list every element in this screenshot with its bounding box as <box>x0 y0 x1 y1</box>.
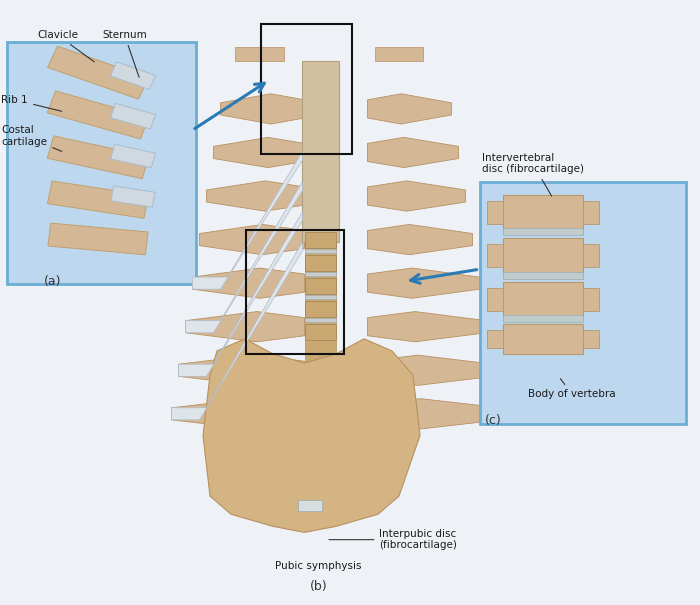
Polygon shape <box>111 62 155 90</box>
Polygon shape <box>368 224 472 255</box>
Polygon shape <box>193 268 304 298</box>
Bar <box>503 324 583 354</box>
Polygon shape <box>368 399 500 429</box>
Bar <box>503 228 583 235</box>
Bar <box>304 295 336 299</box>
Polygon shape <box>368 137 458 168</box>
Bar <box>298 500 322 511</box>
Text: Pubic symphysis: Pubic symphysis <box>275 561 362 571</box>
Polygon shape <box>111 103 155 129</box>
Polygon shape <box>220 94 304 124</box>
Bar <box>503 195 583 230</box>
Bar <box>304 249 336 253</box>
Bar <box>7 42 196 284</box>
Text: (b): (b) <box>309 580 328 594</box>
Polygon shape <box>368 94 452 124</box>
Polygon shape <box>172 242 302 420</box>
Text: Body of vertebra: Body of vertebra <box>528 379 616 399</box>
Text: Interpubic disc
(fibrocartilage): Interpubic disc (fibrocartilage) <box>329 529 457 551</box>
Bar <box>487 330 503 348</box>
Bar <box>583 201 598 224</box>
Bar <box>261 24 352 154</box>
Text: (a): (a) <box>43 275 62 288</box>
Bar <box>304 272 336 276</box>
Bar <box>304 324 336 340</box>
Bar <box>304 278 336 294</box>
Polygon shape <box>48 91 148 139</box>
Text: Rib 1: Rib 1 <box>1 95 62 111</box>
Polygon shape <box>199 224 304 255</box>
Polygon shape <box>193 151 302 289</box>
Bar <box>304 318 336 322</box>
Bar <box>374 47 423 60</box>
Bar <box>583 288 598 311</box>
Bar <box>487 288 503 311</box>
Bar <box>487 244 503 267</box>
Bar <box>304 255 336 271</box>
Polygon shape <box>368 355 493 385</box>
Polygon shape <box>172 399 304 429</box>
Polygon shape <box>368 181 466 211</box>
Bar <box>304 232 336 248</box>
Polygon shape <box>48 181 148 218</box>
Text: Intervertebral
disc (fibrocartilage): Intervertebral disc (fibrocartilage) <box>482 152 584 196</box>
Bar <box>234 47 284 60</box>
Bar <box>583 244 598 267</box>
Polygon shape <box>111 145 155 168</box>
Polygon shape <box>48 46 148 99</box>
Polygon shape <box>111 186 155 208</box>
Polygon shape <box>206 181 304 211</box>
Bar <box>503 272 583 279</box>
Bar <box>503 238 583 273</box>
Polygon shape <box>47 136 149 178</box>
Polygon shape <box>368 312 486 342</box>
Text: (c): (c) <box>485 414 502 427</box>
Polygon shape <box>178 355 304 385</box>
Polygon shape <box>178 212 302 376</box>
Polygon shape <box>186 182 302 333</box>
Polygon shape <box>203 339 420 532</box>
Polygon shape <box>48 223 148 255</box>
Text: Sternum: Sternum <box>102 30 147 77</box>
Bar <box>246 230 344 354</box>
Bar <box>304 121 336 496</box>
Polygon shape <box>186 312 304 342</box>
Bar <box>487 201 503 224</box>
Bar <box>480 182 686 424</box>
Polygon shape <box>368 268 480 298</box>
Bar <box>304 301 336 317</box>
Bar <box>503 282 583 317</box>
Bar <box>302 60 339 242</box>
Bar <box>503 315 583 322</box>
Bar <box>583 330 598 348</box>
Polygon shape <box>214 137 304 168</box>
Text: Clavicle: Clavicle <box>37 30 95 62</box>
Text: Costal
cartilage: Costal cartilage <box>1 125 62 151</box>
